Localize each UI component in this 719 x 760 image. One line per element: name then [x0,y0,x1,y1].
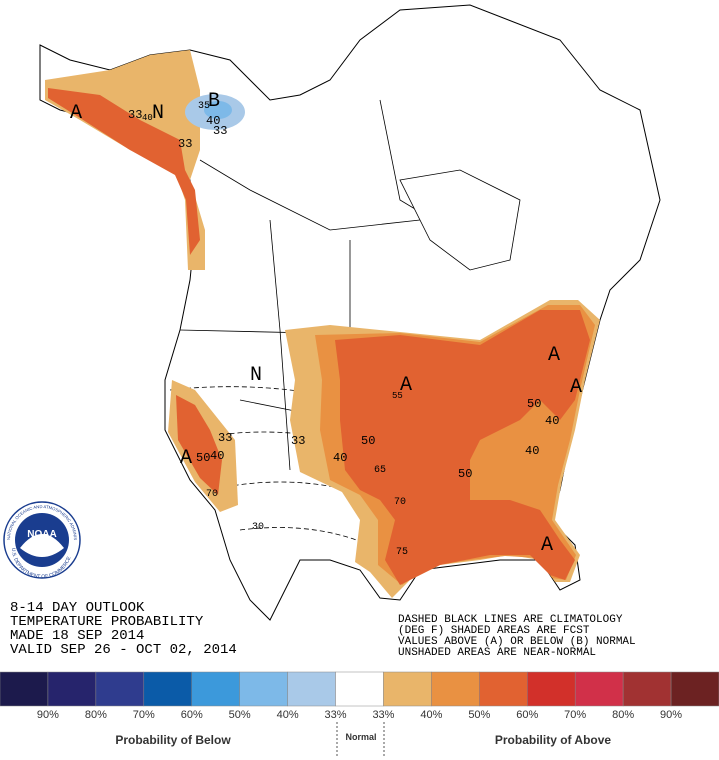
note-line: DASHED BLACK LINES ARE CLIMATOLOGY [398,614,623,626]
map-label: 35 [198,101,210,112]
legend-label: 60% [181,709,203,721]
legend-below: Probability of Below [115,733,231,747]
map-label: 33 [178,137,192,151]
map-label: A [541,534,553,557]
legend-label: 50% [468,709,490,721]
legend-above: Probability of Above [495,733,612,747]
logo-gull [20,534,64,557]
alaska-above-50 [48,88,200,255]
legend-swatch [191,671,240,707]
west-above-50 [176,395,222,495]
header: 8-14 DAY OUTLOOK TEMPERATURE PROBABILITY… [10,600,237,658]
hudson-bay [399,169,521,271]
legend-label: 40% [420,709,442,721]
map-label: 65 [374,465,386,476]
legend-label: 60% [516,709,538,721]
legend-swatch [47,671,97,707]
map-label: A [70,102,82,125]
legend-swatch [527,671,576,707]
legend-label: 33% [372,709,394,721]
map-label: 40 [142,113,153,123]
map-label: 50 [361,434,375,448]
legend: 90% 80% 70% 60% 50% 40% 33% 33% 40% 50% 60% 70% 80% 9… [0,671,719,721]
map-label: 50 [458,467,472,481]
header-line: TEMPERATURE PROBABILITY [10,614,204,630]
note-line: UNSHADED AREAS ARE NEAR-NORMAL [398,647,596,659]
map-label: B [208,90,220,113]
map-label: 33 [291,434,305,448]
map-label: 40 [210,449,224,463]
legend-label: 90% [37,709,59,721]
header-line: 8-14 DAY OUTLOOK [10,600,145,616]
legend-swatch [574,671,624,707]
map-label: A [548,344,560,367]
legend-label: 90% [660,709,682,721]
map-label: 40 [525,444,539,458]
legend-swatch [431,671,480,707]
map-label: 70 [394,497,406,508]
map-label: 33 [128,108,142,122]
map-label: 40 [206,114,220,128]
map-label: 40 [545,414,559,428]
map-label: A [570,376,582,399]
below-40 [204,101,232,119]
map-label: 50 [527,397,541,411]
legend-label: 70% [133,709,155,721]
legend-label: 50% [229,709,251,721]
legend-swatch [239,671,288,707]
notes: DASHED BLACK LINES ARE CLIMATOLOGY (DEG … [398,614,636,659]
map-label: 75 [396,547,408,558]
map-label: N [250,364,262,387]
legend-swatch [383,671,432,707]
map-label: 50 [196,451,210,465]
map-label: A [400,374,412,397]
note-line: (DEG F) SHADED AREAS ARE FCST [398,625,590,637]
legend-swatch [335,671,384,707]
map-label: 33 [213,124,227,138]
legend-swatch [95,671,145,707]
map-label: A [180,447,192,470]
legend-swatch [670,671,719,707]
legend-swatch [143,671,192,707]
legend-swatch [0,671,49,707]
legend-label: 40% [277,709,299,721]
above-50 [335,310,590,585]
legend-label: 80% [85,709,107,721]
logo-name: NOAA [27,529,56,540]
legend-label: 70% [564,709,586,721]
map-label: N [152,102,164,125]
header-line: VALID SEP 26 - OCT 02, 2014 [10,642,237,658]
legend-swatch [479,671,528,707]
header-line: MADE 18 SEP 2014 [10,628,144,644]
map-label: 40 [333,451,347,465]
legend-normal: Normal [345,732,376,742]
legend-label: 33% [325,709,347,721]
legend-label: 80% [612,709,634,721]
note-line: VALUES ABOVE (A) OR BELOW (B) NORMAL [398,636,636,648]
map-label: 55 [392,391,403,401]
map-label: 33 [218,431,232,445]
map-label: 30 [252,522,264,533]
map-label: 70 [206,489,218,500]
legend-swatch [287,671,336,707]
legend-swatch [622,671,672,707]
map-labels: A 33 40 N 35 B 40 33 33 N A 55 A A 50 40… [70,90,582,558]
